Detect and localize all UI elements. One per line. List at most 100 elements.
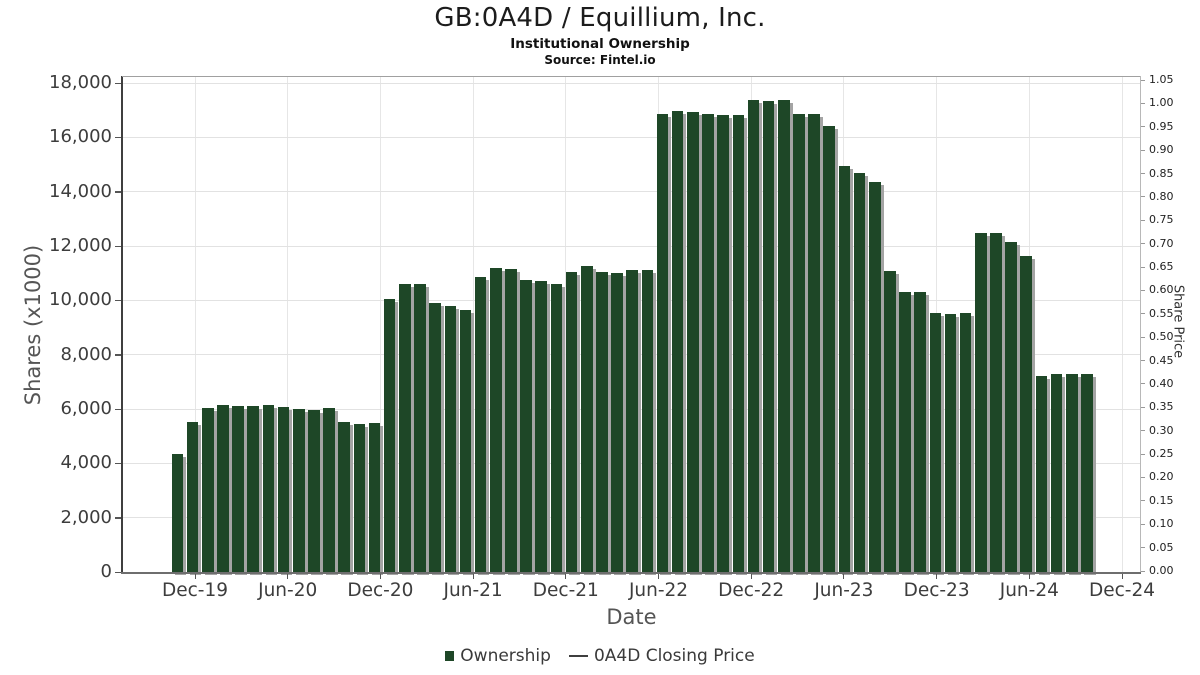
price-axis-tick-label: 0.00 bbox=[1149, 564, 1174, 577]
price-axis-tick-label: 0.50 bbox=[1149, 330, 1174, 344]
ownership-bar[interactable] bbox=[217, 404, 229, 572]
ownership-bar[interactable] bbox=[186, 422, 199, 572]
ownership-bar[interactable] bbox=[990, 232, 1002, 572]
ownership-bar[interactable] bbox=[899, 291, 911, 572]
y-axis-tick-mark bbox=[115, 354, 121, 356]
x-axis-label: Date bbox=[606, 605, 657, 629]
price-axis-tick-mark bbox=[1141, 196, 1145, 198]
ownership-bar[interactable] bbox=[429, 303, 441, 572]
grid-line-vertical bbox=[1121, 76, 1123, 572]
legend-item-closing-price[interactable]: 0A4D Closing Price bbox=[568, 646, 755, 666]
ownership-bar[interactable] bbox=[550, 284, 563, 572]
ownership-bar[interactable] bbox=[914, 291, 926, 572]
ownership-bar[interactable] bbox=[626, 269, 638, 572]
x-axis-tick-label: Jun-21 bbox=[443, 580, 503, 601]
ownership-bar[interactable] bbox=[520, 279, 532, 572]
ownership-bar[interactable] bbox=[762, 100, 775, 572]
ownership-bar[interactable] bbox=[247, 406, 260, 572]
grid-line-horizontal bbox=[123, 136, 1140, 138]
y-axis-tick-mark bbox=[115, 245, 121, 247]
x-axis-tick-mark bbox=[936, 574, 938, 579]
ownership-bar[interactable] bbox=[656, 114, 669, 572]
ownership-bar[interactable] bbox=[1050, 373, 1063, 572]
price-axis-tick-mark bbox=[1141, 219, 1145, 221]
ownership-bar[interactable] bbox=[808, 114, 820, 572]
ownership-bar[interactable] bbox=[232, 406, 244, 572]
x-axis-tick-label: Jun-20 bbox=[258, 580, 318, 601]
price-axis-tick-label: 0.15 bbox=[1149, 493, 1174, 507]
ownership-bar[interactable] bbox=[823, 125, 836, 572]
price-axis-tick-mark bbox=[1141, 79, 1145, 81]
y-axis-tick-mark bbox=[115, 299, 121, 302]
ownership-bar[interactable] bbox=[399, 284, 411, 572]
ownership-bar[interactable] bbox=[414, 284, 426, 572]
x-axis-tick-label: Dec-23 bbox=[903, 580, 970, 601]
ownership-bar[interactable] bbox=[687, 111, 699, 572]
ownership-bar[interactable] bbox=[1005, 242, 1017, 572]
ownership-bar[interactable] bbox=[717, 115, 729, 572]
grid-line-horizontal bbox=[123, 191, 1140, 193]
y-axis-tick-mark bbox=[115, 191, 121, 193]
y-axis-tick-mark bbox=[115, 408, 121, 410]
ownership-bar[interactable] bbox=[277, 406, 290, 572]
ownership-bar[interactable] bbox=[535, 281, 548, 572]
ownership-bar[interactable] bbox=[929, 312, 942, 572]
ownership-bar[interactable] bbox=[171, 453, 184, 572]
price-axis-tick-mark bbox=[1141, 523, 1145, 525]
ownership-bar[interactable] bbox=[338, 422, 351, 572]
ownership-bar[interactable] bbox=[959, 313, 972, 572]
ownership-bar[interactable] bbox=[1065, 373, 1078, 572]
ownership-bar[interactable] bbox=[292, 409, 305, 572]
x-axis-tick-mark bbox=[750, 574, 752, 579]
ownership-bar[interactable] bbox=[884, 270, 896, 572]
grid-line-horizontal bbox=[123, 82, 1140, 84]
ownership-bar[interactable] bbox=[611, 272, 623, 572]
y-axis-tick-mark bbox=[115, 517, 121, 519]
ownership-bar[interactable] bbox=[853, 172, 866, 572]
ownership-bar[interactable] bbox=[565, 271, 578, 572]
ownership-bar[interactable] bbox=[1035, 375, 1048, 572]
ownership-bar[interactable] bbox=[702, 114, 714, 572]
ownership-bar[interactable] bbox=[474, 276, 487, 572]
y-axis-tick-label: 4,000 bbox=[60, 452, 112, 474]
axis-spine-left bbox=[121, 76, 123, 573]
ownership-bar[interactable] bbox=[202, 407, 214, 572]
ownership-bar[interactable] bbox=[383, 299, 396, 572]
ownership-bar[interactable] bbox=[368, 423, 381, 572]
x-axis-tick-mark bbox=[1028, 574, 1030, 579]
legend-item-ownership[interactable]: Ownership bbox=[445, 646, 551, 666]
ownership-bar[interactable] bbox=[308, 410, 320, 572]
ownership-bar[interactable] bbox=[793, 114, 805, 572]
ownership-bar[interactable] bbox=[975, 232, 987, 572]
x-axis-tick-label: Jun-23 bbox=[814, 580, 874, 601]
ownership-bar[interactable] bbox=[444, 306, 457, 572]
ownership-bar[interactable] bbox=[596, 272, 608, 572]
ownership-bar[interactable] bbox=[641, 269, 654, 572]
axis-spine-right bbox=[1140, 76, 1141, 572]
ownership-bar[interactable] bbox=[505, 269, 517, 572]
ownership-bar[interactable] bbox=[868, 182, 881, 572]
y-axis-tick-mark bbox=[115, 136, 121, 139]
ownership-bar[interactable] bbox=[459, 310, 472, 572]
ownership-bar[interactable] bbox=[777, 99, 790, 572]
price-axis-tick-mark bbox=[1141, 266, 1145, 268]
price-axis-tick-label: 1.05 bbox=[1149, 73, 1174, 86]
price-axis-tick-label: 0.55 bbox=[1149, 306, 1174, 320]
price-axis-tick-label: 0.35 bbox=[1149, 400, 1174, 414]
ownership-bar[interactable] bbox=[580, 266, 593, 572]
ownership-bar[interactable] bbox=[732, 115, 745, 572]
price-axis-tick-label: 0.80 bbox=[1149, 189, 1174, 203]
ownership-bar[interactable] bbox=[1020, 255, 1033, 572]
ownership-bar[interactable] bbox=[353, 423, 366, 572]
axis-spine-bottom bbox=[121, 572, 1141, 574]
ownership-bar[interactable] bbox=[262, 405, 275, 572]
ownership-bar[interactable] bbox=[747, 100, 760, 572]
ownership-bar[interactable] bbox=[1081, 373, 1093, 572]
ownership-bar[interactable] bbox=[489, 268, 502, 572]
ownership-bar[interactable] bbox=[838, 166, 851, 572]
ownership-bar[interactable] bbox=[671, 110, 684, 572]
ownership-bar[interactable] bbox=[944, 313, 957, 572]
price-axis-tick-label: 0.20 bbox=[1149, 470, 1174, 484]
ownership-bar[interactable] bbox=[323, 408, 335, 572]
x-axis-tick-mark bbox=[472, 574, 474, 579]
